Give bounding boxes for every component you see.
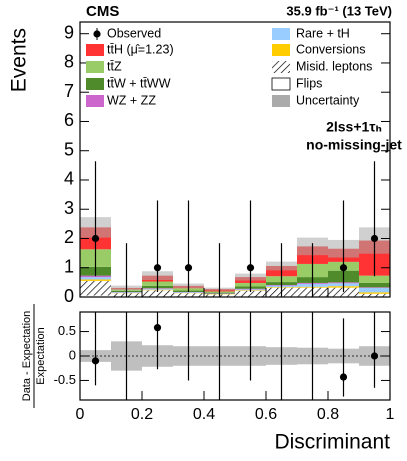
stack-segment <box>80 279 111 281</box>
legend-label: Rare + tH <box>296 26 350 40</box>
y-tick-label: 5 <box>64 139 74 159</box>
legend-swatch <box>272 44 290 56</box>
legend-label: WZ + ZZ <box>107 93 156 107</box>
x-tick-label: 0.2 <box>131 406 153 423</box>
legend-swatch <box>271 77 291 91</box>
stack-segment <box>80 275 111 278</box>
y-tick-label: 8 <box>64 52 74 72</box>
y-axis-label: Events <box>8 28 31 92</box>
legend-label: Uncertainty <box>296 93 360 107</box>
stack-segment <box>359 287 390 288</box>
y-tick-label: 7 <box>64 81 74 101</box>
x-tick-label: 0 <box>76 406 85 423</box>
x-tick-label: 1 <box>386 406 395 423</box>
legend-swatch <box>86 44 104 56</box>
annotation: no-missing-jet <box>306 137 402 153</box>
stack-segment <box>359 293 390 297</box>
y-tick-label: 3 <box>64 198 74 218</box>
legend-label: Flips <box>296 76 322 90</box>
stack-segment <box>359 292 390 294</box>
ratio-point <box>370 352 379 360</box>
legend-swatch <box>86 78 104 90</box>
y-tick-label: -0.5 <box>54 372 76 387</box>
stack-segment <box>359 275 390 283</box>
stack-segment <box>142 290 173 297</box>
data-point <box>246 264 255 272</box>
annotation: 2lss+1τₕ <box>326 119 382 135</box>
legend-label: Misid. leptons <box>296 59 372 73</box>
legend-swatch <box>272 95 290 107</box>
stack-segment <box>328 287 359 297</box>
data-point <box>339 264 348 272</box>
legend-swatch <box>86 95 104 107</box>
main-frame <box>79 21 391 298</box>
cms-label: CMS <box>86 3 119 20</box>
ratio-point <box>91 357 100 365</box>
ratio-point <box>339 373 348 381</box>
y-tick-label: 1 <box>64 256 74 276</box>
legend-marker <box>93 30 101 38</box>
legend-label: tt̄W + tt̄WW <box>107 76 171 90</box>
data-point <box>91 234 100 243</box>
stack-segment <box>80 277 111 280</box>
x-tick-label: 0.6 <box>255 406 277 423</box>
ratio-plot <box>80 312 390 400</box>
stack-segment <box>80 295 111 297</box>
legend: Observed tt̄H (μ̂=1.23) tt̄Z tt̄W + tt̄WW WZ… <box>86 26 372 107</box>
y-tick-label: 9 <box>64 22 74 42</box>
y-tick-label: 2 <box>64 227 74 247</box>
x-tick-label: 0.8 <box>317 406 339 423</box>
legend-label: Observed <box>107 26 161 40</box>
stack-segment <box>173 292 204 293</box>
ratio-y-label: Expectation <box>35 327 47 384</box>
legend-label: Conversions <box>296 42 365 56</box>
data-point <box>184 264 193 272</box>
y-tick-label: 4 <box>64 169 74 189</box>
stack-segment <box>359 282 390 288</box>
x-tick-label: 0.4 <box>193 406 215 423</box>
legend-swatch <box>272 28 290 40</box>
y-tick-label: 0 <box>69 347 76 362</box>
stack-segment <box>80 280 111 296</box>
main-plot <box>80 161 390 297</box>
stack-segment <box>173 293 204 297</box>
y-tick-label: 0 <box>64 286 74 306</box>
y-tick-label: 6 <box>64 110 74 130</box>
legend-label: tt̄Z <box>107 59 122 73</box>
y-tick-label: 0.5 <box>58 323 76 338</box>
data-point <box>370 234 379 243</box>
stack-segment <box>359 287 390 293</box>
ratio-point <box>153 324 162 332</box>
lumi-label: 35.9 fb⁻¹ (13 TeV) <box>286 3 392 18</box>
stack-segment <box>235 290 266 297</box>
data-point <box>153 264 162 272</box>
ratio-y-label: Data - Expectation <box>21 311 33 402</box>
legend-swatch <box>272 61 290 73</box>
axes: 0 1 2 3 4 5 6 7 8 9 -0.5 0 0.5 0 0.2 0.4 0.6 0.8 1 <box>54 21 395 423</box>
legend-label: tt̄H (μ̂=1.23) <box>107 42 174 56</box>
legend-swatch <box>86 61 104 73</box>
x-axis-label: Discriminant <box>274 431 390 454</box>
